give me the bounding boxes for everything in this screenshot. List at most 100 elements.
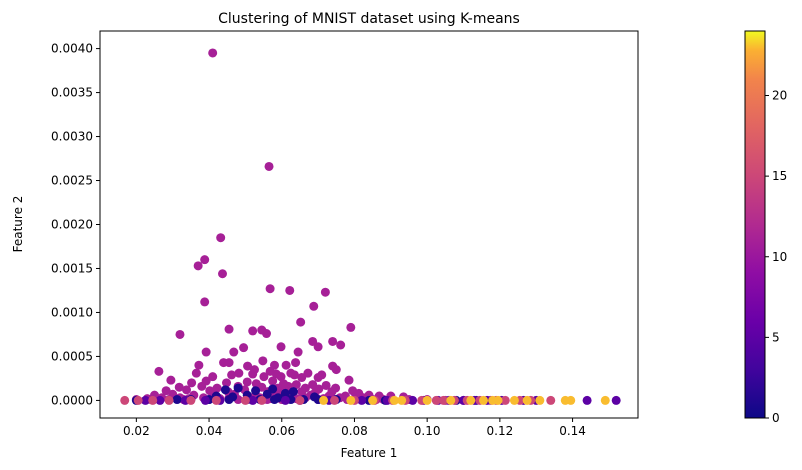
data-point xyxy=(248,395,258,405)
data-point xyxy=(208,372,218,382)
data-point xyxy=(191,368,201,378)
data-point xyxy=(328,336,338,346)
x-tick-label: 0.02 xyxy=(123,424,150,438)
data-point xyxy=(368,395,378,405)
data-point xyxy=(166,375,176,385)
data-point xyxy=(431,395,441,405)
data-point xyxy=(288,387,298,397)
data-point xyxy=(346,322,356,332)
data-point xyxy=(566,395,576,405)
data-point xyxy=(479,395,489,405)
data-point xyxy=(193,261,203,271)
data-point xyxy=(222,378,231,388)
data-point xyxy=(276,372,286,382)
data-point xyxy=(208,48,218,58)
y-tick-label: 0.0020 xyxy=(51,218,93,232)
y-tick-label: 0.0040 xyxy=(51,42,93,56)
data-point xyxy=(268,376,278,386)
data-point xyxy=(133,395,143,405)
data-point xyxy=(212,383,222,393)
data-point xyxy=(234,368,244,378)
data-point xyxy=(200,395,210,405)
data-point xyxy=(493,395,503,405)
data-point xyxy=(258,356,268,366)
y-tick-label: 0.0010 xyxy=(51,305,93,319)
colorbar xyxy=(744,30,766,419)
y-axis-ticks: 0.0000 0.0005 0.0010 0.0015 0.0020 0.0025 0.00… xyxy=(51,42,100,407)
y-axis-label: Feature 2 xyxy=(11,196,25,253)
colorbar-tick-label: 10 xyxy=(772,250,787,264)
colorbar-tick-label: 20 xyxy=(772,89,787,103)
data-point xyxy=(439,395,449,405)
data-point xyxy=(509,395,519,405)
data-point xyxy=(224,324,234,334)
data-point xyxy=(293,347,303,357)
data-point xyxy=(276,342,286,352)
colorbar-tick-label: 0 xyxy=(772,411,780,425)
data-point xyxy=(239,343,249,353)
data-point xyxy=(264,161,274,171)
data-point xyxy=(297,373,307,383)
data-point xyxy=(262,389,272,399)
data-point xyxy=(313,342,323,352)
y-tick-label: 0.0000 xyxy=(51,393,93,407)
data-point xyxy=(389,395,399,405)
data-point xyxy=(296,317,306,327)
data-point xyxy=(140,395,150,405)
data-point xyxy=(522,395,532,405)
x-axis-label: Feature 1 xyxy=(341,446,398,460)
chart-title: Clustering of MNIST dataset using K-mean… xyxy=(218,11,520,27)
data-point xyxy=(259,372,269,382)
data-point xyxy=(211,395,221,405)
data-point xyxy=(320,287,330,297)
data-point xyxy=(344,375,354,385)
data-point xyxy=(357,395,367,405)
data-point xyxy=(229,347,239,357)
data-point xyxy=(331,365,341,375)
data-point xyxy=(240,395,250,405)
data-point xyxy=(216,233,226,243)
data-point xyxy=(201,347,211,357)
data-point xyxy=(269,395,279,405)
data-point xyxy=(280,388,290,398)
data-point xyxy=(164,395,174,405)
x-tick-label: 0.10 xyxy=(414,424,441,438)
data-point xyxy=(187,378,197,388)
data-point xyxy=(535,395,545,405)
colorbar-ticks: 0 5 10 15 20 xyxy=(765,89,787,425)
data-point xyxy=(154,366,164,376)
data-point xyxy=(242,377,252,387)
data-point xyxy=(200,297,210,307)
data-point xyxy=(248,326,258,336)
x-tick-label: 0.12 xyxy=(487,424,514,438)
data-point xyxy=(600,395,610,405)
colorbar-tick-label: 15 xyxy=(772,169,787,183)
x-tick-label: 0.06 xyxy=(268,424,295,438)
data-point xyxy=(155,395,165,405)
data-point xyxy=(218,269,227,279)
data-point xyxy=(291,380,301,390)
data-point xyxy=(582,395,592,405)
data-point xyxy=(346,395,356,405)
data-point xyxy=(336,340,346,350)
data-point xyxy=(172,395,182,405)
y-tick-label: 0.0030 xyxy=(51,130,93,144)
data-point xyxy=(194,360,204,370)
data-point xyxy=(446,395,456,405)
data-point xyxy=(174,382,184,392)
data-point xyxy=(546,395,556,405)
points-layer xyxy=(120,48,621,405)
data-point xyxy=(309,301,319,311)
data-point xyxy=(291,358,301,368)
y-tick-label: 0.0005 xyxy=(51,349,93,363)
data-point xyxy=(321,380,331,390)
data-point xyxy=(182,385,192,395)
data-point xyxy=(220,385,230,395)
y-tick-label: 0.0035 xyxy=(51,86,93,100)
data-point xyxy=(329,395,339,405)
data-point xyxy=(265,284,275,294)
data-point xyxy=(227,370,237,380)
data-point xyxy=(251,386,261,396)
data-point xyxy=(285,285,295,295)
